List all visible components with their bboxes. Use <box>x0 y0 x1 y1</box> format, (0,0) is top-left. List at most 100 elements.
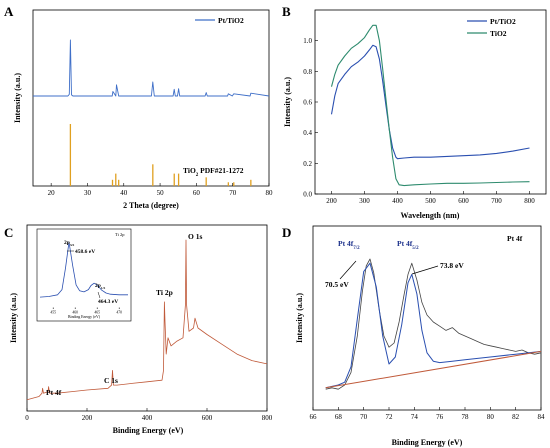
panel-c-ylabel: Intensity (a.u.) <box>9 293 18 343</box>
panel-letter-b: B <box>282 4 291 19</box>
pa-tick-label-3: 50 <box>157 189 165 197</box>
annot-o1s: O 1s <box>188 232 202 241</box>
pb-y-tick-label-2: 0.4 <box>303 129 312 137</box>
panel-b-xlabel: Wavelength (nm) <box>401 211 460 220</box>
inset-peak1-label: 2p3/2 <box>64 240 75 247</box>
pc-inset-tick-label-1: 460 <box>72 311 78 315</box>
pa-tick-label-0: 20 <box>48 189 56 197</box>
panel-c-xlabel: Binding Energy (eV) <box>113 426 184 435</box>
inset-title: Ti 2p <box>115 232 125 237</box>
inset-plot <box>39 241 128 298</box>
inset-xlabel: Binding Energy (eV) <box>68 315 101 319</box>
panel-a-plot <box>33 39 270 97</box>
panel-d-title: Pt 4f <box>507 234 523 243</box>
legend-label-pt-tio2-b: Pt/TiO2 <box>490 17 516 26</box>
inset-xticks: 455 460 465 470 <box>50 307 122 315</box>
pt4f72-value: 70.5 eV <box>325 280 349 289</box>
inset-peak2-arrow <box>97 291 101 299</box>
pd-tick-label-7: 80 <box>487 413 495 421</box>
xps-survey-line <box>26 239 268 401</box>
pb-x-tick-label-5: 700 <box>491 197 502 205</box>
panel-letter-c: C <box>4 225 13 240</box>
legend-label-pt-tio2: Pt/TiO2 <box>218 16 244 25</box>
legend-label-tio2: TiO2 <box>490 29 507 38</box>
pd-tick-label-8: 82 <box>512 413 520 421</box>
panel-d-plot <box>325 258 542 390</box>
panel-b-ylabel: Intensity (a.u.) <box>283 77 292 127</box>
panel-letter-a: A <box>4 4 14 19</box>
pa-tick-label-2: 40 <box>120 189 128 197</box>
inset-peak1-value: 458.6 eV <box>75 249 95 255</box>
pd-tick-label-3: 72 <box>386 413 394 421</box>
panel-b: B 200 300 400 500 600 700 800 0.0 0.2 0.4 0.6 0.8 1.… <box>282 4 547 220</box>
panel-d-xticks: 66 68 70 72 74 76 78 80 82 84 <box>310 407 546 421</box>
pc-inset-tick-label-0: 455 <box>50 311 56 315</box>
panel-a-legend: Pt/TiO2 <box>195 16 244 25</box>
pd-tick-label-0: 66 <box>310 413 318 421</box>
reference-label: TiO2 PDF#21-1272 <box>183 166 244 178</box>
pc-inset-tick-label-2: 465 <box>94 311 100 315</box>
panel-d: D Pt 4f 66 68 70 72 74 76 78 80 82 84 Pt 4f7/2 Pt… <box>282 225 545 447</box>
panel-d-xlabel: Binding Energy (eV) <box>392 438 463 447</box>
inset-peak2-value: 464.3 eV <box>98 299 118 305</box>
pb-y-tick-label-3: 0.6 <box>303 99 312 107</box>
panel-a-ylabel: Intensity (a.u.) <box>13 73 22 123</box>
inset-ti2p-line <box>39 241 128 298</box>
pb-y-tick-label-0: 0.0 <box>303 191 312 199</box>
panel-a-xticks: 20 30 40 50 60 70 80 <box>48 183 273 197</box>
panel-a-frame <box>32 9 270 187</box>
pd-tick-label-5: 76 <box>436 413 444 421</box>
pb-x-tick-label-3: 500 <box>425 197 436 205</box>
pt4f52-value: 73.8 eV <box>440 261 464 270</box>
panel-b-legend: Pt/TiO2 TiO2 <box>467 17 516 38</box>
pt4f-line-fit-7/2 <box>325 262 542 389</box>
pt4f-line-raw <box>325 258 542 390</box>
pa-tick-label-6: 80 <box>266 189 274 197</box>
pt4f72-arrow <box>339 260 357 280</box>
panel-a-reference-lines <box>69 124 252 186</box>
pb-y-tick-label-1: 0.2 <box>303 160 312 168</box>
panel-b-plot <box>330 24 530 187</box>
pb-x-tick-label-6: 800 <box>524 197 535 205</box>
pb-x-tick-label-0: 200 <box>326 197 337 205</box>
annot-ti2p: Ti 2p <box>156 288 173 297</box>
panel-d-frame <box>312 225 542 411</box>
panel-a-xlabel: 2 Theta (degree) <box>123 201 179 210</box>
pt4f52-label: Pt 4f5/2 <box>397 239 419 251</box>
pb-y-tick-label-4: 0.8 <box>303 68 312 76</box>
pc-tick-label-2: 400 <box>142 414 153 422</box>
panel-c-plot <box>26 239 268 401</box>
pc-inset-tick-label-3: 470 <box>116 311 122 315</box>
pc-tick-label-1: 200 <box>82 414 93 422</box>
pt4f-line-background <box>325 350 542 389</box>
panel-c-inset: Ti 2p 455 460 465 470 2p3/2 458.6 eV 2p1/2 … <box>36 228 132 322</box>
pt4f72-label: Pt 4f7/2 <box>338 239 360 251</box>
panel-c: C 0 200 400 600 800 O 1s Ti 2p C 1s Pt 4f Ti… <box>4 224 273 435</box>
annot-pt4f: Pt 4f <box>46 388 62 397</box>
uvvis-line-0 <box>330 44 530 160</box>
pd-tick-label-2: 70 <box>360 413 368 421</box>
pa-tick-label-1: 30 <box>84 189 92 197</box>
panel-b-frame <box>314 9 547 195</box>
pb-y-tick-label-5: 1.0 <box>303 37 312 45</box>
pc-tick-label-0: 0 <box>25 414 29 422</box>
pb-x-tick-label-2: 400 <box>392 197 403 205</box>
pa-tick-label-5: 70 <box>229 189 237 197</box>
pd-tick-label-4: 74 <box>411 413 419 421</box>
panel-a: A 20 30 40 50 60 70 80 Pt/TiO2 TiO2 PDF#21-127… <box>4 4 273 210</box>
panel-d-ylabel: Intensity (a.u.) <box>295 293 304 343</box>
inset-peak2-label: 2p1/2 <box>95 283 106 290</box>
panel-letter-d: D <box>282 225 291 240</box>
annot-c1s: C 1s <box>104 376 118 385</box>
pt4f52-arrow <box>411 265 439 275</box>
inset-frame <box>36 228 132 322</box>
xrd-line-pt-tio2 <box>33 39 270 97</box>
uvvis-line-1 <box>330 24 530 187</box>
pb-x-tick-label-4: 600 <box>458 197 469 205</box>
panel-c-xticks: 0 200 400 600 800 <box>25 408 273 422</box>
pb-x-tick-label-1: 300 <box>359 197 370 205</box>
pd-tick-label-9: 84 <box>538 413 546 421</box>
pd-tick-label-6: 78 <box>462 413 470 421</box>
panel-b-axes: 200 300 400 500 600 700 800 0.0 0.2 0.4 0.6 0.8 1.0 <box>303 37 535 205</box>
